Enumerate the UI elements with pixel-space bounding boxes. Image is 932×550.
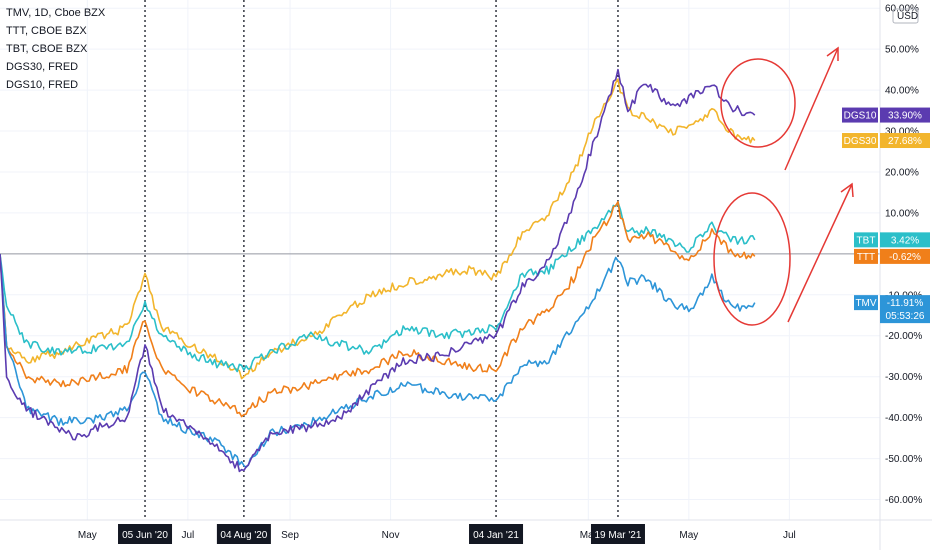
annotation-arrowhead [840,182,854,198]
y-tick-label: -40.00% [885,413,922,424]
series-name-tag [842,133,878,149]
x-tick-label: May [679,530,698,541]
y-tick-label: -30.00% [885,372,922,383]
annotation-arrow [784,47,839,171]
y-tick-label: -60.00% [885,495,922,506]
x-tick-label: May [78,530,97,541]
date-marker-label: 05 Jun '20 [122,530,168,541]
last-value-tag-text: 27.68% [888,136,922,147]
legend: TMV, 1D, Cboe BZX TTT, CBOE BZX TBT, CBO… [6,4,105,94]
legend-item-dgs10[interactable]: DGS10, FRED [6,79,79,91]
currency-label: USD [897,11,918,22]
series-name-tag [854,295,878,311]
series-line-dgs10 [0,68,756,473]
last-value-tag [880,295,930,324]
y-tick-label: 50.00% [885,45,919,56]
legend-item-tmv[interactable]: TMV, 1D, Cboe BZX [6,7,106,19]
date-marker-label-box [216,524,271,544]
last-value-tag-text: -11.91% [887,298,924,309]
legend-item-dgs30[interactable]: DGS30, FRED [6,61,79,73]
y-tick-label: -20.00% [885,331,922,342]
date-marker-label-box [590,524,645,544]
last-value-tag [880,107,930,123]
series-name-tag [842,107,878,123]
annotation-arrowhead [826,46,839,61]
y-tick-label: 40.00% [885,86,919,97]
y-tick-label: 20.00% [885,167,919,178]
x-tick-label: Nov [382,530,400,541]
y-tick-label: 30.00% [885,127,919,138]
date-marker-label-box [118,524,173,544]
series-name-tag-text: TBT [857,235,876,246]
last-value-tag [880,133,930,149]
last-value-tag-text: 33.90% [888,111,922,122]
series-name-tag-text: TMV [855,298,876,309]
series-name-tag-text: TTT [857,252,875,263]
date-marker-label-box [469,524,524,544]
series-line-tmv [0,253,756,469]
series-line-tbt [0,201,756,373]
date-marker-label: 04 Jan '21 [473,530,519,541]
series-name-tag [854,232,878,248]
x-tick-label: Jul [783,530,796,541]
y-tick-label: -50.00% [885,454,922,465]
series-name-tag [854,248,878,264]
last-value-tag [880,232,930,248]
y-tick-label: 10.00% [885,208,919,219]
bar-countdown-text: 05:53:26 [886,311,925,322]
series-name-tag-text: DGS10 [844,111,877,122]
price-scale [880,0,932,550]
series-line-ttt [0,201,756,418]
last-value-tag-text: -0.62% [889,252,921,263]
annotation-arrow [787,183,853,323]
x-tick-label: Sep [281,530,299,541]
legend-item-tbt[interactable]: TBT, CBOE BZX [6,43,88,55]
date-marker-label: 04 Aug '20 [220,530,267,541]
x-tick-label: Mar [580,530,598,541]
series-name-tag-text: DGS30 [844,136,877,147]
currency-box [892,8,919,24]
last-value-tag-text: 3.42% [891,235,919,246]
annotation-circle [713,192,791,326]
legend-item-ttt[interactable]: TTT, CBOE BZX [6,25,87,37]
annotation-circle [720,58,796,148]
last-value-tag [880,248,930,264]
x-tick-label: Jul [181,530,194,541]
date-marker-label: 19 Mar '21 [595,530,642,541]
series-line-dgs30 [0,78,756,380]
